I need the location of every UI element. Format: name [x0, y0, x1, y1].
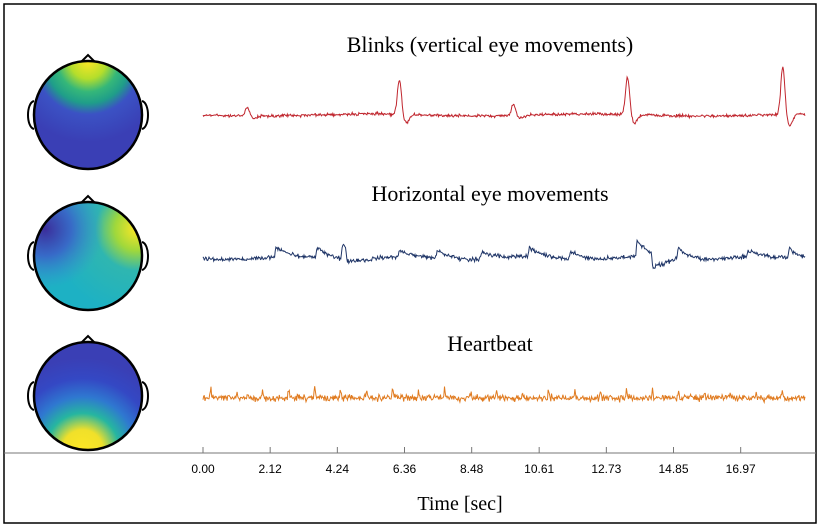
- x-tick-label: 2.12: [258, 462, 282, 476]
- series-row: Blinks (vertical eye movements): [27, 32, 806, 171]
- series-title: Heartbeat: [447, 331, 533, 356]
- nose-icon: [80, 194, 96, 204]
- ear-left-icon: [27, 241, 35, 271]
- x-axis-label: Time [sec]: [417, 493, 502, 515]
- series-row: Heartbeat: [27, 331, 806, 452]
- series-title: Horizontal eye movements: [371, 181, 608, 206]
- x-tick-label: 10.61: [524, 462, 554, 476]
- topomap-fill-overlay: [34, 202, 142, 310]
- ear-left-icon: [27, 381, 35, 411]
- topomap-fill: [34, 61, 142, 169]
- x-tick-label: 0.00: [191, 462, 215, 476]
- topomap-fill: [34, 342, 142, 450]
- topomap-outline: [32, 59, 144, 171]
- ear-right-icon: [141, 381, 149, 411]
- figure-border: [3, 3, 817, 524]
- ear-right-icon: [141, 100, 149, 130]
- x-tick-label: 14.85: [658, 462, 688, 476]
- ear-right-icon: [141, 241, 149, 271]
- topomap-head: [27, 53, 149, 171]
- x-axis: 0.00 2.12 4.24 6.36 8.48 10.61 12.73 14.85 16.97: [4, 447, 816, 476]
- rows-layer: Blinks (vertical eye movements) Horizonta…: [27, 32, 806, 452]
- x-tick-label: 8.48: [460, 462, 484, 476]
- series-title: Blinks (vertical eye movements): [347, 32, 634, 57]
- series-row: Horizontal eye movements: [27, 181, 806, 312]
- x-tick-label: 6.36: [393, 462, 417, 476]
- topomap-outline: [32, 340, 144, 452]
- nose-icon: [80, 334, 96, 344]
- x-tick-label: 16.97: [726, 462, 756, 476]
- series-line: [202, 386, 806, 405]
- nose-icon: [80, 53, 96, 63]
- topomap-head: [27, 334, 149, 452]
- ear-left-icon: [27, 100, 35, 130]
- topomap-head: [27, 194, 149, 312]
- x-tick-label: 12.73: [591, 462, 621, 476]
- x-tick-label: 4.24: [326, 462, 350, 476]
- topomap-outline: [32, 200, 144, 312]
- series-line: [202, 66, 806, 127]
- series-line: [202, 238, 806, 270]
